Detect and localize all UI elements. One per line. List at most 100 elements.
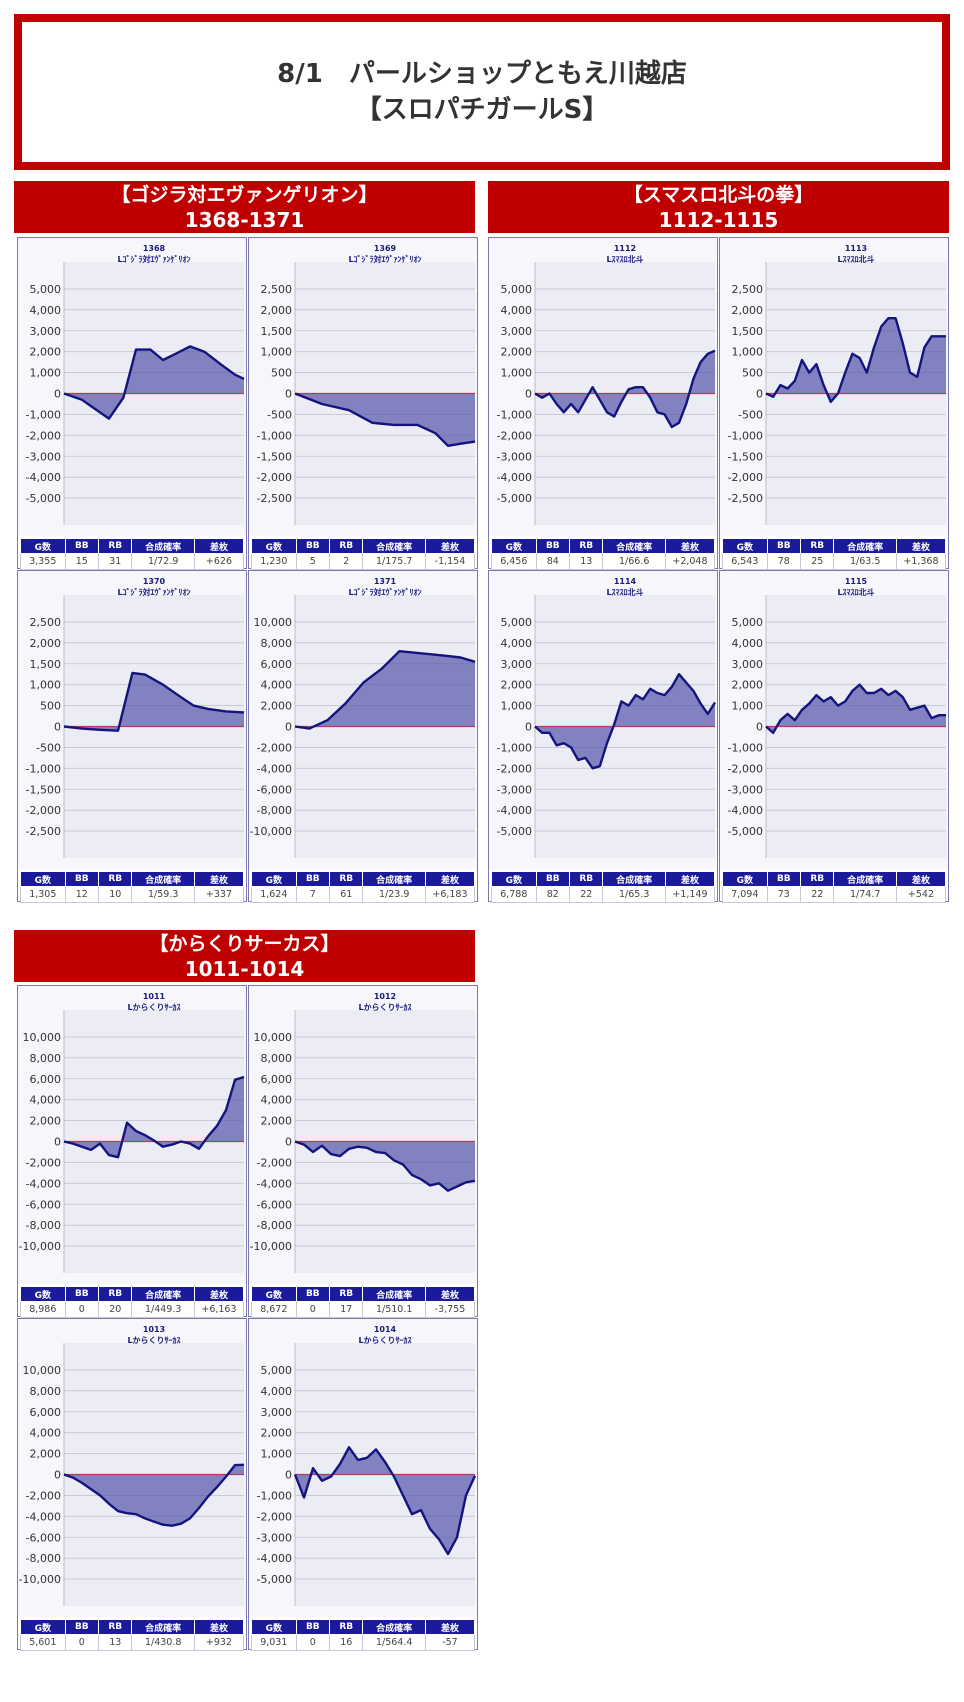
report-title-box: 8/1 パールショップともえ川越店 【スロパチガールS】	[14, 14, 950, 170]
stat-bb: 0	[64, 1301, 100, 1318]
chart-panel-1368: 1368 Lｺﾞｼﾞﾗ対ｴｳﾞｧﾝｹﾞﾘｵﾝ 5,000 4,000 3,000 2,00…	[17, 237, 247, 570]
y-tick-label: -3,000	[728, 783, 763, 796]
group-name: 【スマスロ北斗の拳】	[623, 184, 814, 206]
y-tick-label: -1,500	[26, 783, 61, 796]
stat-games: 1,624	[251, 886, 297, 903]
y-tick-label: -2,000	[257, 471, 292, 484]
stats-header-cell: RB	[98, 1286, 133, 1302]
y-tick-label: 2,000	[30, 346, 62, 359]
graph-model-name: Lｽﾏｽﾛ北斗	[837, 587, 874, 597]
y-tick-label: -5,000	[257, 1573, 292, 1586]
y-tick-label: 10,000	[23, 1364, 62, 1377]
y-tick-label: 500	[40, 700, 61, 713]
stat-games: 6,788	[491, 886, 537, 903]
y-tick-label: 5,000	[30, 283, 62, 296]
y-tick-label: -3,000	[257, 1531, 292, 1544]
stat-rb: 13	[98, 1634, 133, 1651]
y-tick-label: -5,000	[497, 492, 532, 505]
slump-line	[63, 1463, 245, 1527]
y-tick-label: 6,000	[30, 1406, 62, 1419]
y-tick-label: 2,000	[261, 1427, 293, 1440]
y-tick-label: -2,000	[26, 804, 61, 817]
y-tick-label: -3,000	[26, 450, 61, 463]
graph-machine-number: 1114	[614, 577, 637, 586]
stats-header-cell: RB	[98, 1619, 133, 1635]
y-tick-label: -8,000	[26, 1552, 61, 1565]
slump-area	[64, 1464, 244, 1526]
stats-header-cell: G数	[20, 1286, 66, 1302]
stats-header-cell: 差枚	[424, 871, 476, 887]
y-tick-label: -1,000	[26, 408, 61, 421]
y-tick-label: -4,000	[257, 1177, 292, 1190]
stats-table: G数 BB RB 合成確率 差枚 9,031 0 16 1/564.4 -57	[251, 1619, 476, 1651]
y-tick-label: 8,000	[261, 637, 293, 650]
stats-header-cell: 差枚	[664, 871, 716, 887]
group-range: 1011-1014	[184, 957, 305, 981]
graph-machine-number: 1014	[374, 1325, 397, 1334]
slump-line	[63, 1075, 245, 1159]
graph-model-name: Lｺﾞｼﾞﾗ対ｴｳﾞｧﾝｹﾞﾘｵﾝ	[348, 254, 421, 264]
y-tick-label: 5,000	[732, 616, 764, 629]
y-tick-label: -8,000	[257, 1219, 292, 1232]
stats-header-cell: 合成確率	[362, 1619, 426, 1635]
y-tick-label: 3,000	[261, 1406, 293, 1419]
y-tick-label: -6,000	[257, 783, 292, 796]
y-tick-label: -4,000	[728, 804, 763, 817]
stats-header-cell: BB	[535, 538, 571, 554]
graph-model-name: Lからくりｻｰｶｽ	[358, 1336, 411, 1345]
stat-probability: 1/65.3	[602, 886, 666, 903]
y-tick-label: -4,000	[497, 471, 532, 484]
stats-header-cell: 差枚	[193, 1619, 245, 1635]
stats-header-cell: BB	[766, 871, 802, 887]
stat-difference: +626	[193, 553, 245, 570]
stat-difference: -57	[424, 1634, 476, 1651]
stats-table: G数 BB RB 合成確率 差枚 3,355 15 31 1/72.9 +626	[20, 538, 245, 570]
graph-model-name: Lからくりｻｰｶｽ	[127, 1336, 180, 1345]
chart-panel-1370: 1370 Lｺﾞｼﾞﾗ対ｴｳﾞｧﾝｹﾞﾘｵﾝ 2,500 2,000 1,500 1,00…	[17, 570, 247, 903]
y-tick-label: -1,000	[728, 429, 763, 442]
y-tick-label: 2,000	[732, 679, 764, 692]
stat-difference: +1,368	[895, 553, 947, 570]
chart-panel-1369: 1369 Lｺﾞｼﾞﾗ対ｴｳﾞｧﾝｹﾞﾘｵﾝ 2,500 2,000 1,500 1,00…	[248, 237, 478, 570]
slump-line	[293, 1446, 477, 1556]
stat-bb: 0	[295, 1634, 331, 1651]
stats-header-cell: RB	[569, 538, 604, 554]
y-tick-label: 5,000	[501, 616, 533, 629]
slump-area	[535, 674, 715, 769]
stat-bb: 12	[64, 886, 100, 903]
y-tick-label: 1,500	[30, 658, 62, 671]
slump-line	[63, 345, 245, 420]
group-header-hokuto: 【スマスロ北斗の拳】 1112-1115	[488, 181, 949, 233]
stats-header-cell: 合成確率	[131, 871, 195, 887]
stats-header-cell: 合成確率	[131, 538, 195, 554]
y-tick-label: 2,000	[501, 346, 533, 359]
y-tick-label: 0	[54, 388, 61, 401]
stats-table: G数 BB RB 合成確率 差枚 8,986 0 20 1/449.3 +6,163	[20, 1286, 245, 1318]
y-tick-label: 0	[756, 721, 763, 734]
stats-header-cell: 合成確率	[833, 871, 897, 887]
y-tick-label: 4,000	[30, 1427, 62, 1440]
stats-header-cell: 差枚	[193, 1286, 245, 1302]
stats-header-cell: 差枚	[895, 871, 947, 887]
stats-header-cell: G数	[491, 871, 537, 887]
stats-table: G数 BB RB 合成確率 差枚 6,788 82 22 1/65.3 +1,149	[491, 871, 716, 903]
stat-games: 7,094	[722, 886, 768, 903]
graph-machine-number: 1011	[143, 992, 166, 1001]
y-tick-label: 8,000	[261, 1052, 293, 1065]
stat-games: 6,456	[491, 553, 537, 570]
y-tick-label: -1,500	[728, 450, 763, 463]
graph-model-name: Lｺﾞｼﾞﾗ対ｴｳﾞｧﾝｹﾞﾘｵﾝ	[117, 254, 190, 264]
y-tick-label: -4,000	[26, 1510, 61, 1523]
slump-line	[294, 392, 476, 448]
slump-line	[63, 671, 245, 732]
stats-header-cell: BB	[64, 538, 100, 554]
stats-header-cell: BB	[766, 538, 802, 554]
y-tick-label: 2,500	[732, 283, 764, 296]
y-tick-label: 0	[285, 388, 292, 401]
stat-probability: 1/175.7	[362, 553, 426, 570]
stats-header-cell: G数	[251, 538, 297, 554]
stats-table: G数 BB RB 合成確率 差枚 7,094 73 22 1/74.7 +542	[722, 871, 947, 903]
y-tick-label: 1,500	[261, 325, 293, 338]
graph-model-name: Lｽﾏｽﾛ北斗	[606, 254, 643, 264]
